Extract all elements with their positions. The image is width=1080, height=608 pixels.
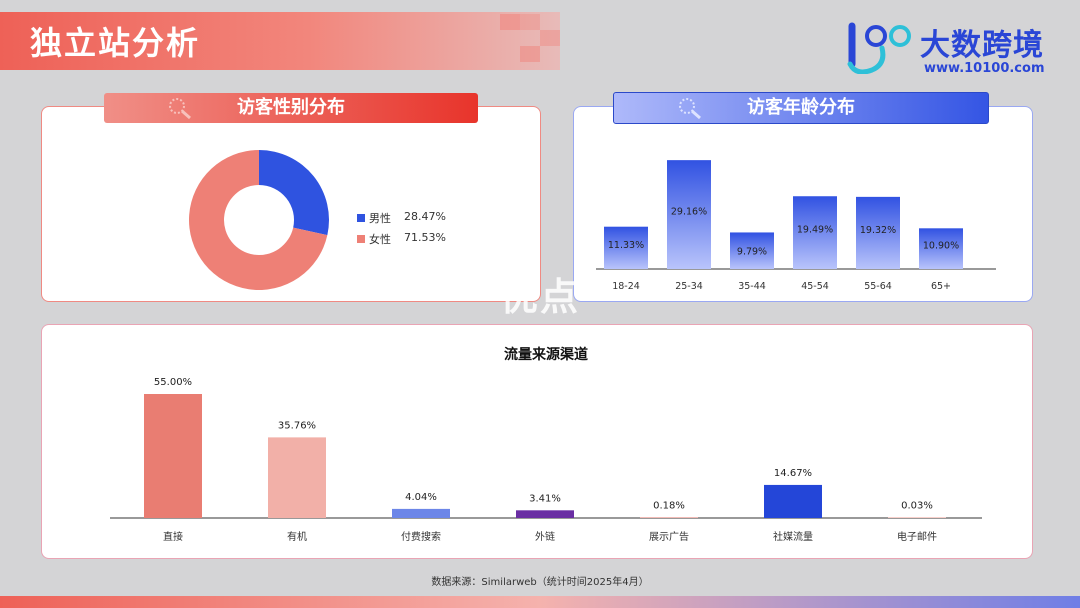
- age-bar-label: 29.16%: [671, 207, 707, 218]
- legend-label-male: 男性: [369, 212, 391, 225]
- channel-bar-label: 55.00%: [154, 377, 192, 388]
- age-bar: [793, 196, 837, 269]
- channel-category-label: 外链: [535, 530, 555, 543]
- header-decor-square: [500, 14, 520, 30]
- gender-heading: 访客性别分布: [237, 97, 345, 118]
- age-bar-label: 19.49%: [797, 225, 833, 236]
- channel-category-label: 电子邮件: [897, 530, 937, 543]
- age-category-label: 45-54: [801, 281, 829, 292]
- channel-bar: [888, 517, 946, 518]
- page-title: 独立站分析: [30, 24, 201, 62]
- channel-category-label: 直接: [163, 530, 183, 543]
- age-bar: [604, 226, 648, 269]
- header-decor-square: [540, 30, 560, 46]
- channel-bar: [516, 510, 574, 518]
- donut-slice-female: [189, 150, 328, 290]
- brand-name: 大数跨境: [920, 28, 1044, 63]
- age-category-label: 18-24: [612, 281, 640, 292]
- legend-swatch-male: [357, 214, 365, 222]
- legend-value-female: 71.53%: [404, 231, 446, 244]
- magnifier-icon: [169, 98, 191, 120]
- brand-url: www.10100.com: [924, 61, 1045, 76]
- age-heading: 访客年龄分布: [747, 97, 855, 118]
- channel-bar: [268, 437, 326, 518]
- channel-bar: [640, 517, 698, 518]
- channel-bar: [144, 394, 202, 518]
- channel-category-label: 社媒流量: [773, 530, 813, 543]
- age-category-label: 35-44: [738, 281, 766, 292]
- age-bar: [667, 160, 711, 269]
- channel-bar-chart: 流量来源渠道 55.00% 直接 35.76% 有机 4.04% 付费搜索 3.41% 外链 0.…: [110, 346, 982, 543]
- age-bar: [856, 196, 900, 269]
- age-bar: [919, 228, 963, 269]
- channel-card: [41, 324, 1033, 559]
- age-bar-label: 9.79%: [737, 247, 767, 258]
- age-bar-label: 10.90%: [923, 241, 959, 252]
- brand-logo-mark: [847, 22, 911, 74]
- channel-category-label: 有机: [287, 530, 307, 543]
- channel-bar-label: 14.67%: [774, 468, 812, 479]
- channel-category-label: 展示广告: [649, 530, 689, 543]
- channel-bar: [764, 484, 822, 518]
- magnifier-icon: [679, 98, 701, 120]
- age-category-label: 25-34: [675, 281, 703, 292]
- header-banner: [0, 12, 560, 70]
- footer-banner: [0, 596, 1080, 608]
- gender-donut-chart: [189, 150, 329, 290]
- age-category-label: 65+: [931, 281, 951, 292]
- channel-bar-label: 3.41%: [529, 493, 561, 504]
- channel-bar-label: 4.04%: [405, 492, 437, 503]
- channel-category-label: 付费搜索: [401, 530, 441, 543]
- channel-chart-title: 流量来源渠道: [504, 346, 588, 363]
- header-decor-square: [520, 14, 540, 30]
- legend-swatch-female: [357, 235, 365, 243]
- gender-heading-pill: 访客性别分布: [104, 93, 478, 123]
- channel-bar: [392, 508, 450, 518]
- donut-slice-male: [259, 150, 329, 236]
- channel-bar-label: 0.18%: [653, 500, 685, 511]
- channel-bar-label: 35.76%: [278, 420, 316, 431]
- age-bar-chart: 11.33% 18-24 29.16% 25-34 9.79% 35-44 19.49% 45…: [596, 160, 996, 292]
- legend-label-female: 女性: [369, 233, 391, 246]
- age-bar: [730, 232, 774, 269]
- source-note: 数据来源：Similarweb（统计时间2025年4月）: [431, 577, 649, 588]
- header-decor-square: [520, 46, 540, 62]
- channel-bar-label: 0.03%: [901, 500, 933, 511]
- age-bar-label: 19.32%: [860, 225, 896, 236]
- age-category-label: 55-64: [864, 281, 892, 292]
- watermark-text: 优点: [500, 275, 581, 319]
- legend-value-male: 28.47%: [404, 210, 446, 223]
- brand-logo: 大数跨境 www.10100.com: [842, 20, 1057, 78]
- age-bar-label: 11.33%: [608, 240, 644, 251]
- age-heading-pill: 访客年龄分布: [613, 92, 989, 124]
